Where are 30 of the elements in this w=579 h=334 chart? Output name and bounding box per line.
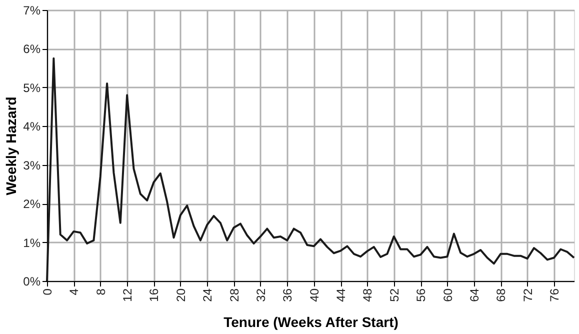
x-tick-label: 52 <box>387 288 402 302</box>
y-tick-label: 5% <box>23 80 41 95</box>
y-axis-title: Weekly Hazard <box>3 96 20 196</box>
x-tick-label: 40 <box>307 288 322 302</box>
y-tick-label: 1% <box>23 236 41 250</box>
x-tick-label: 72 <box>520 288 535 302</box>
y-tick-label: 3% <box>23 158 41 172</box>
x-tick-label: 16 <box>147 288 162 302</box>
x-tick-label: 48 <box>360 288 375 302</box>
x-tick-label: 28 <box>227 288 242 302</box>
x-axis-title: Tenure (Weeks After Start) <box>224 314 398 330</box>
x-tick-label: 76 <box>547 288 562 302</box>
x-tick-label: 36 <box>280 288 295 302</box>
x-tick-label: 12 <box>120 288 135 302</box>
x-tick-label: 56 <box>414 288 428 302</box>
x-tick-label: 32 <box>254 288 268 302</box>
y-tick-label: 4% <box>23 120 41 134</box>
x-tick-label: 0 <box>40 288 54 296</box>
x-tick-label: 8 <box>94 288 108 296</box>
x-tick-label: 68 <box>494 288 508 302</box>
x-tick-label: 64 <box>467 288 482 302</box>
x-tick-label: 24 <box>200 288 215 302</box>
x-tick-label: 20 <box>174 288 188 302</box>
y-tick-label: 0% <box>23 274 41 288</box>
x-tick-label: 4 <box>67 288 82 296</box>
x-tick-label: 60 <box>440 288 455 302</box>
y-tick-label: 2% <box>23 197 41 212</box>
y-tick-label: 6% <box>23 42 41 56</box>
x-tick-label: 44 <box>334 288 348 302</box>
y-tick-label: 7% <box>23 4 41 18</box>
